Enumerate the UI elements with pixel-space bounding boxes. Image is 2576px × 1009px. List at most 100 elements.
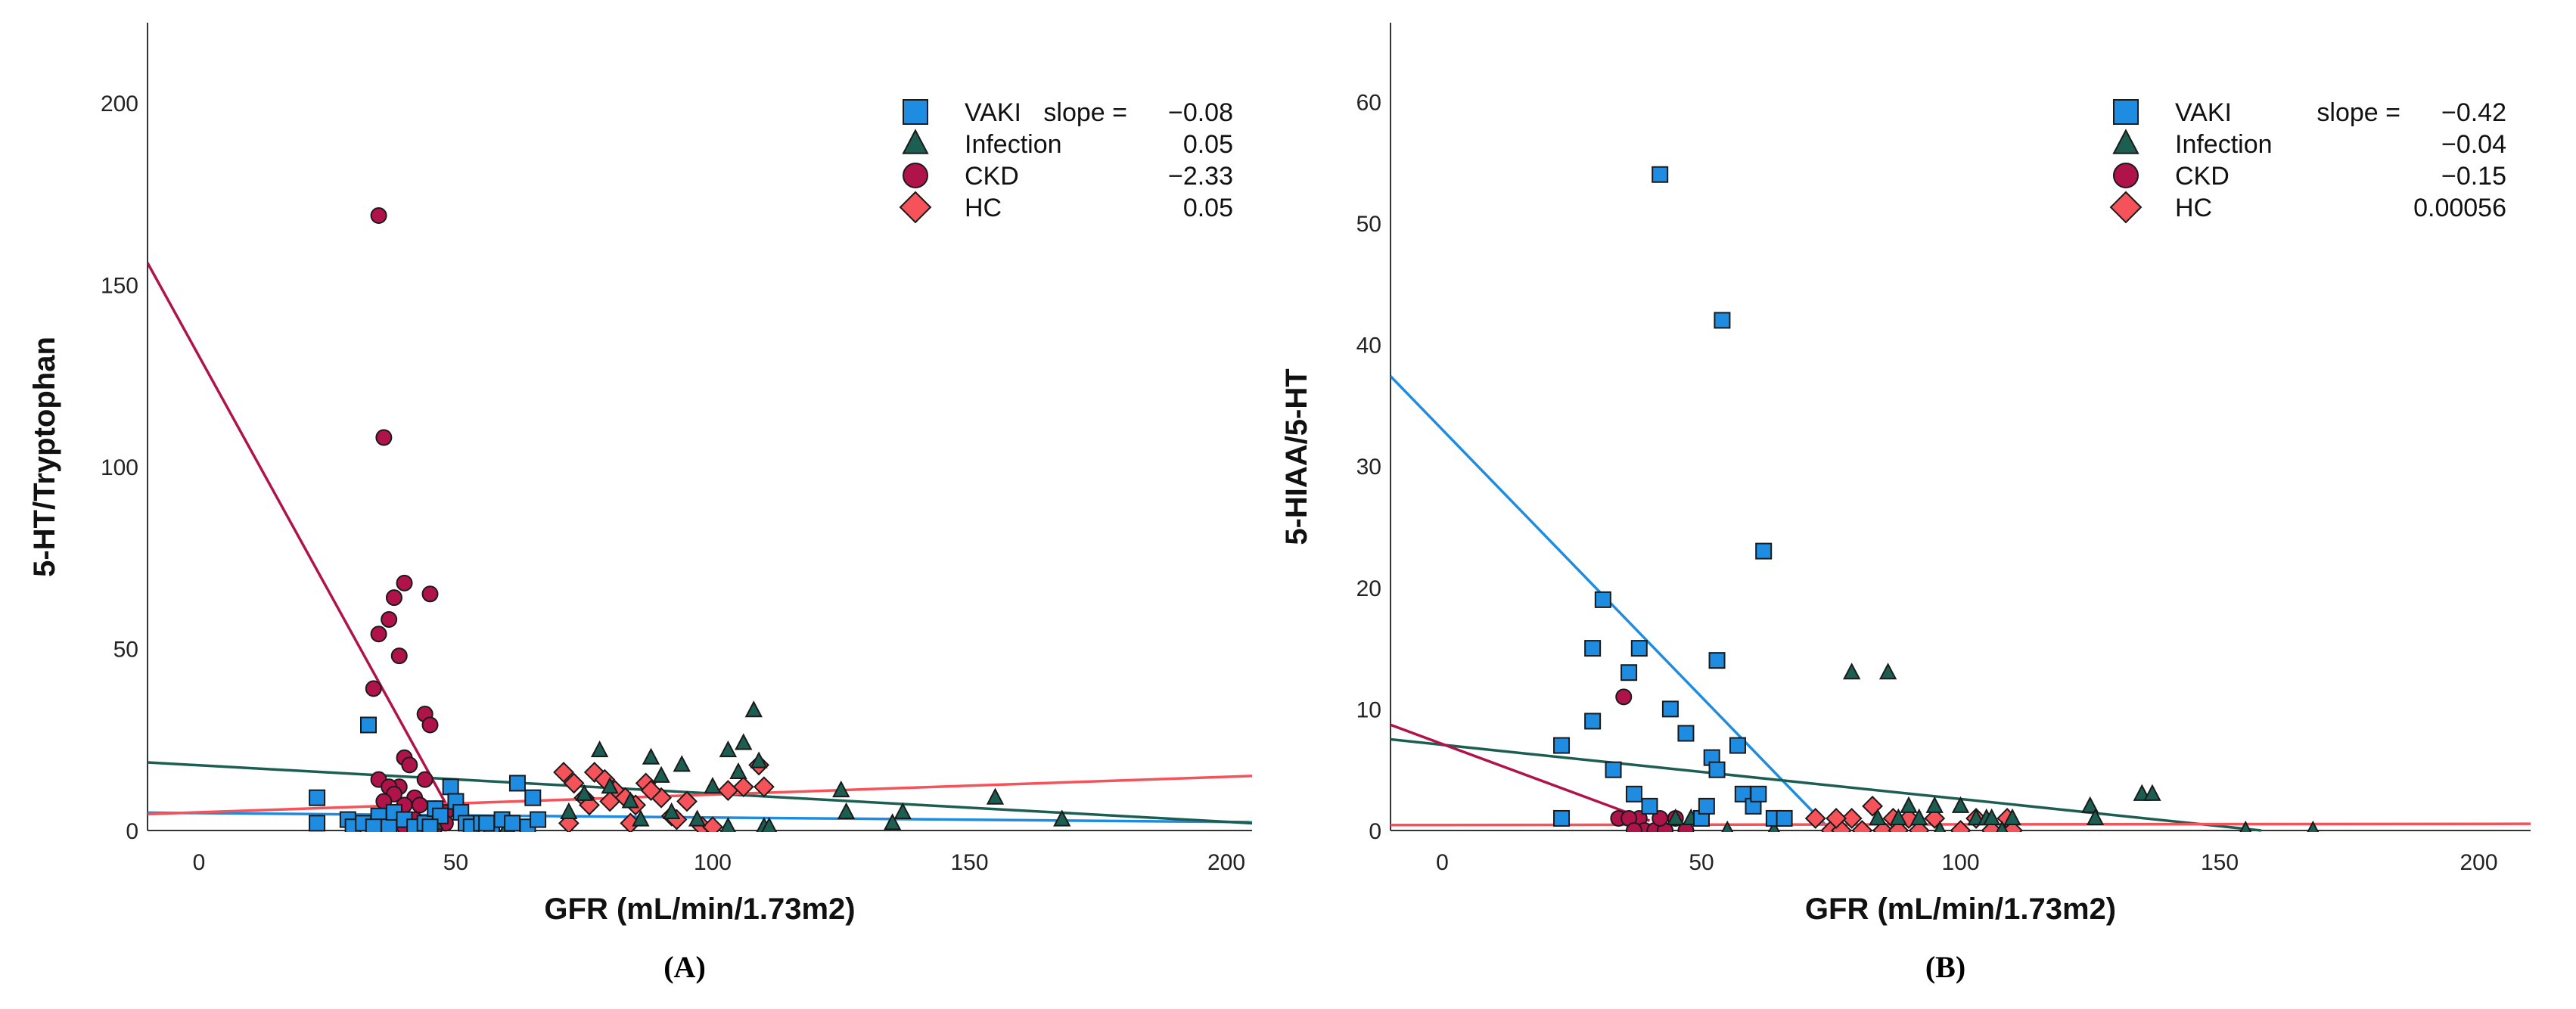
data-point-ckd <box>1652 809 1669 827</box>
data-point-infection <box>2081 796 2099 813</box>
data-point-hc <box>553 762 574 783</box>
data-point-vaki <box>1661 700 1679 718</box>
legend-marker-vaki <box>903 99 928 125</box>
legend-label: VAKI <box>2175 98 2232 127</box>
legend-slope-value: 0.00056 <box>2413 194 2506 222</box>
data-point-infection <box>673 755 691 772</box>
x-axis-label: GFR (mL/min/1.73m2) <box>544 893 855 926</box>
data-point-infection <box>719 817 736 832</box>
x-axis-label: GFR (mL/min/1.73m2) <box>1805 893 2116 926</box>
legend-slope-value: −2.33 <box>1168 162 1233 191</box>
legend-slope-value: 0.05 <box>1183 130 1233 159</box>
data-point-vaki <box>1755 542 1773 560</box>
data-point-vaki <box>1714 312 1731 329</box>
data-point-vaki <box>1698 797 1715 815</box>
data-point-hc <box>1950 820 1972 832</box>
data-point-hc <box>702 816 723 832</box>
y-tick-label: 60 <box>1356 90 1381 115</box>
data-point-hc <box>753 776 775 798</box>
data-point-ckd <box>421 585 439 603</box>
y-tick-label: 40 <box>1356 334 1381 359</box>
data-point-vaki <box>1641 797 1658 815</box>
legend-label: CKD <box>965 162 1019 191</box>
data-point-ckd <box>401 756 418 774</box>
legend-label: Infection <box>2175 130 2273 159</box>
data-point-infection <box>590 740 609 758</box>
legend-marker-ckd <box>2113 163 2139 188</box>
data-point-infection <box>1842 663 1861 680</box>
data-point-vaki <box>524 789 542 806</box>
legend-label: HC <box>965 194 1002 222</box>
data-point-hc <box>1908 820 1930 832</box>
x-tick-label: 0 <box>193 850 206 875</box>
data-point-ckd <box>375 429 393 446</box>
data-point-infection <box>1967 808 1985 825</box>
data-point-ckd <box>390 647 408 665</box>
legend-label: CKD <box>2175 162 2230 191</box>
data-point-vaki <box>504 815 521 832</box>
data-point-ckd <box>421 716 439 734</box>
x-tick-label: 0 <box>1436 850 1449 875</box>
fit-line-infection <box>148 761 1252 825</box>
x-tick-label: 50 <box>1689 850 1714 875</box>
data-point-hc <box>1888 820 1909 832</box>
data-point-hc <box>558 812 580 832</box>
data-point-infection <box>719 740 738 758</box>
data-point-vaki <box>1584 713 1602 730</box>
data-point-vaki <box>1620 664 1638 681</box>
data-point-vaki <box>421 818 439 832</box>
data-point-hc <box>1872 820 1894 832</box>
data-point-hc <box>732 776 754 798</box>
data-point-ckd <box>411 796 428 814</box>
x-tick-label: 200 <box>2459 850 2497 875</box>
data-point-hc <box>563 772 585 794</box>
data-point-vaki <box>1729 737 1746 754</box>
data-point-ckd <box>370 626 387 643</box>
legend-slope-value: 0.05 <box>1183 194 1233 222</box>
data-point-vaki <box>1776 809 1793 827</box>
legend-marker-hc <box>2109 191 2143 224</box>
x-tick-label: 150 <box>2201 850 2239 875</box>
data-point-vaki <box>1630 640 1648 657</box>
y-axis-label: 5-HIAA/5-HT <box>1280 368 1313 545</box>
y-tick-label: 50 <box>1356 212 1381 237</box>
data-point-infection <box>893 802 912 819</box>
data-point-infection <box>688 809 707 827</box>
plot-area <box>1391 166 2531 832</box>
data-point-vaki <box>365 818 382 832</box>
data-point-hc <box>1981 820 2003 832</box>
data-point-infection <box>1889 808 1907 825</box>
data-point-infection <box>1934 820 1947 832</box>
data-point-vaki <box>1584 640 1602 657</box>
data-point-hc <box>2002 820 2023 832</box>
data-point-infection <box>632 809 650 827</box>
data-point-infection <box>761 817 778 832</box>
data-point-vaki <box>309 815 326 832</box>
data-point-infection <box>704 777 722 794</box>
legend-label: Infection <box>965 130 1062 159</box>
fit-line-hc <box>148 775 1252 816</box>
x-tick-label: 50 <box>443 850 468 875</box>
fit-line-ckd <box>148 262 452 813</box>
data-point-infection <box>1982 808 2001 825</box>
data-point-vaki <box>309 789 326 806</box>
legend-marker-ckd <box>903 163 928 188</box>
data-point-infection <box>652 765 670 783</box>
data-point-ckd <box>365 680 382 697</box>
data-point-ckd <box>1625 822 1642 832</box>
legend-label: VAKI <box>965 98 1021 127</box>
panel-label: (B) <box>1925 950 1965 984</box>
legend-slope-value: −0.08 <box>1168 98 1233 127</box>
plot-area <box>148 206 1252 832</box>
panel-label: (A) <box>663 950 706 984</box>
data-point-vaki <box>360 716 377 734</box>
data-point-ckd <box>1615 688 1633 706</box>
data-point-vaki <box>1708 652 1726 669</box>
data-point-infection <box>1925 796 1944 813</box>
legend-slope-value: −0.42 <box>2441 98 2506 127</box>
data-point-vaki <box>478 815 496 832</box>
data-point-ckd <box>370 206 387 224</box>
y-tick-label: 200 <box>101 92 138 116</box>
legend: VAKI slope = −0.42 Infection −0.04 CKD −0.15 H… <box>2109 98 2506 224</box>
